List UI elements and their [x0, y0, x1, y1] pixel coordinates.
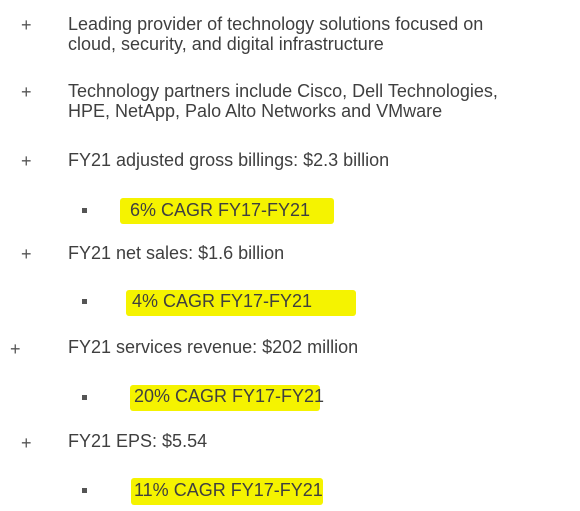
text-highlight	[130, 385, 320, 411]
plus-bullet-icon: +	[21, 244, 32, 264]
plus-bullet-icon: +	[21, 82, 32, 102]
plus-bullet-icon: +	[21, 151, 32, 171]
text-highlight	[120, 198, 334, 224]
bullet-text: FY21 adjusted gross billings: $2.3 billi…	[68, 150, 390, 170]
bullet-line: cloud, security, and digital infrastruct…	[68, 34, 384, 54]
square-bullet-icon	[82, 395, 87, 400]
text-highlight	[126, 290, 356, 316]
bullet-line: Leading provider of technology solutions…	[68, 14, 484, 34]
bullet-text: FY21 services revenue: $202 million	[68, 337, 359, 357]
plus-bullet-icon: +	[21, 15, 32, 35]
square-bullet-icon	[82, 208, 87, 213]
bullet-text: FY21 net sales: $1.6 billion	[68, 243, 285, 263]
bullet-line: Technology partners include Cisco, Dell …	[68, 81, 498, 101]
sub-bullet-text: 11% CAGR FY17-FY21	[134, 480, 323, 500]
sub-bullet-text: 6% CAGR FY17-FY21	[130, 200, 311, 220]
bullet-text: FY21 EPS: $5.54	[68, 431, 208, 451]
square-bullet-icon	[82, 299, 87, 304]
sub-bullet-text: 20% CAGR FY17-FY21	[134, 386, 325, 406]
sub-bullet-text: 4% CAGR FY17-FY21	[132, 291, 313, 311]
square-bullet-icon	[82, 488, 87, 493]
plus-bullet-icon: +	[21, 433, 32, 453]
bullet-text: Technology partners include Cisco, Dell …	[68, 81, 573, 121]
text-highlight	[131, 478, 323, 505]
bullet-line: HPE, NetApp, Palo Alto Networks and VMwa…	[68, 101, 443, 121]
plus-bullet-icon: +	[10, 339, 21, 359]
bullet-text: Leading provider of technology solutions…	[68, 14, 573, 54]
